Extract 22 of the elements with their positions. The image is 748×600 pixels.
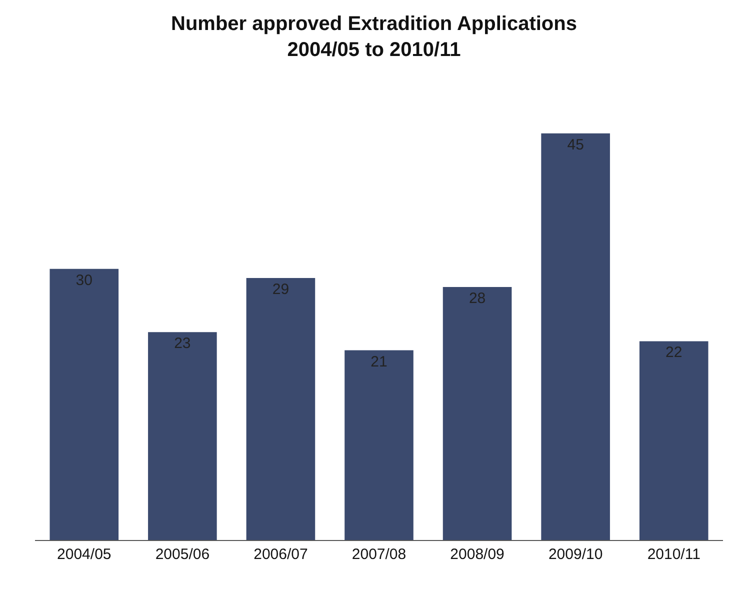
data-label: 29 <box>272 280 290 298</box>
bar <box>148 332 217 540</box>
x-tick-label: 2009/10 <box>548 546 603 563</box>
x-tick-label: 2008/09 <box>450 546 504 563</box>
x-tick-label: 2006/07 <box>254 546 308 563</box>
x-tick-label: 2005/06 <box>155 546 210 563</box>
bar <box>541 133 610 540</box>
bar <box>344 350 414 540</box>
data-label: 21 <box>370 353 388 370</box>
bar <box>639 341 708 540</box>
data-label: 45 <box>567 136 584 154</box>
bar <box>442 287 512 540</box>
chart-title: Number approved Extradition Applications 2004/05 to 2010/11 <box>171 13 577 61</box>
bar <box>50 268 119 540</box>
bar <box>246 278 316 540</box>
data-label: 28 <box>468 290 486 307</box>
x-tick-label: 2007/08 <box>352 546 406 563</box>
data-label: 22 <box>666 344 682 362</box>
x-tick-label: 2010/11 <box>647 546 700 563</box>
x-tick-label: 2004/05 <box>57 546 112 563</box>
data-label: 30 <box>76 272 92 289</box>
data-label: 23 <box>174 335 191 352</box>
